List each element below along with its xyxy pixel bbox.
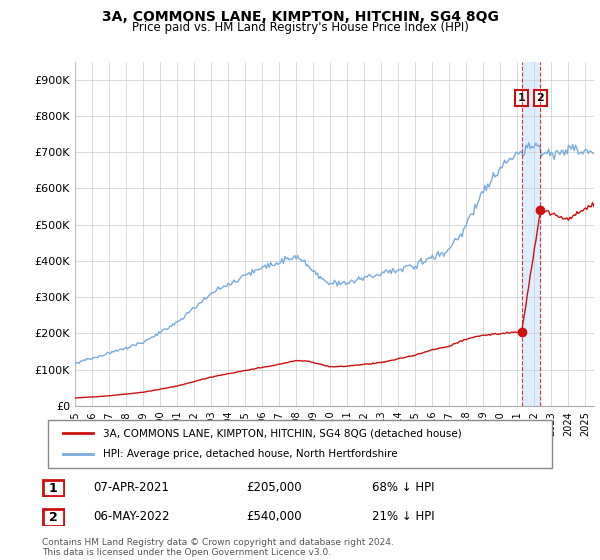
Text: 3A, COMMONS LANE, KIMPTON, HITCHIN, SG4 8QG (detached house): 3A, COMMONS LANE, KIMPTON, HITCHIN, SG4 … bbox=[103, 428, 462, 438]
FancyBboxPatch shape bbox=[43, 480, 64, 496]
Text: Contains HM Land Registry data © Crown copyright and database right 2024.
This d: Contains HM Land Registry data © Crown c… bbox=[42, 538, 394, 557]
Text: Price paid vs. HM Land Registry's House Price Index (HPI): Price paid vs. HM Land Registry's House … bbox=[131, 21, 469, 34]
Text: 07-APR-2021: 07-APR-2021 bbox=[93, 480, 169, 494]
Text: 2: 2 bbox=[49, 511, 58, 524]
Text: 1: 1 bbox=[49, 482, 58, 495]
Text: 06-MAY-2022: 06-MAY-2022 bbox=[93, 510, 170, 523]
Text: 3A, COMMONS LANE, KIMPTON, HITCHIN, SG4 8QG: 3A, COMMONS LANE, KIMPTON, HITCHIN, SG4 … bbox=[101, 10, 499, 24]
Text: £540,000: £540,000 bbox=[246, 510, 302, 523]
Text: 2: 2 bbox=[536, 93, 544, 103]
Text: 68% ↓ HPI: 68% ↓ HPI bbox=[372, 480, 434, 494]
Text: HPI: Average price, detached house, North Hertfordshire: HPI: Average price, detached house, Nort… bbox=[103, 449, 398, 459]
FancyBboxPatch shape bbox=[48, 420, 552, 468]
Text: 21% ↓ HPI: 21% ↓ HPI bbox=[372, 510, 434, 523]
Bar bbox=[521, 62, 541, 406]
Text: 1: 1 bbox=[518, 93, 526, 103]
FancyBboxPatch shape bbox=[43, 510, 64, 525]
Text: £205,000: £205,000 bbox=[246, 480, 302, 494]
